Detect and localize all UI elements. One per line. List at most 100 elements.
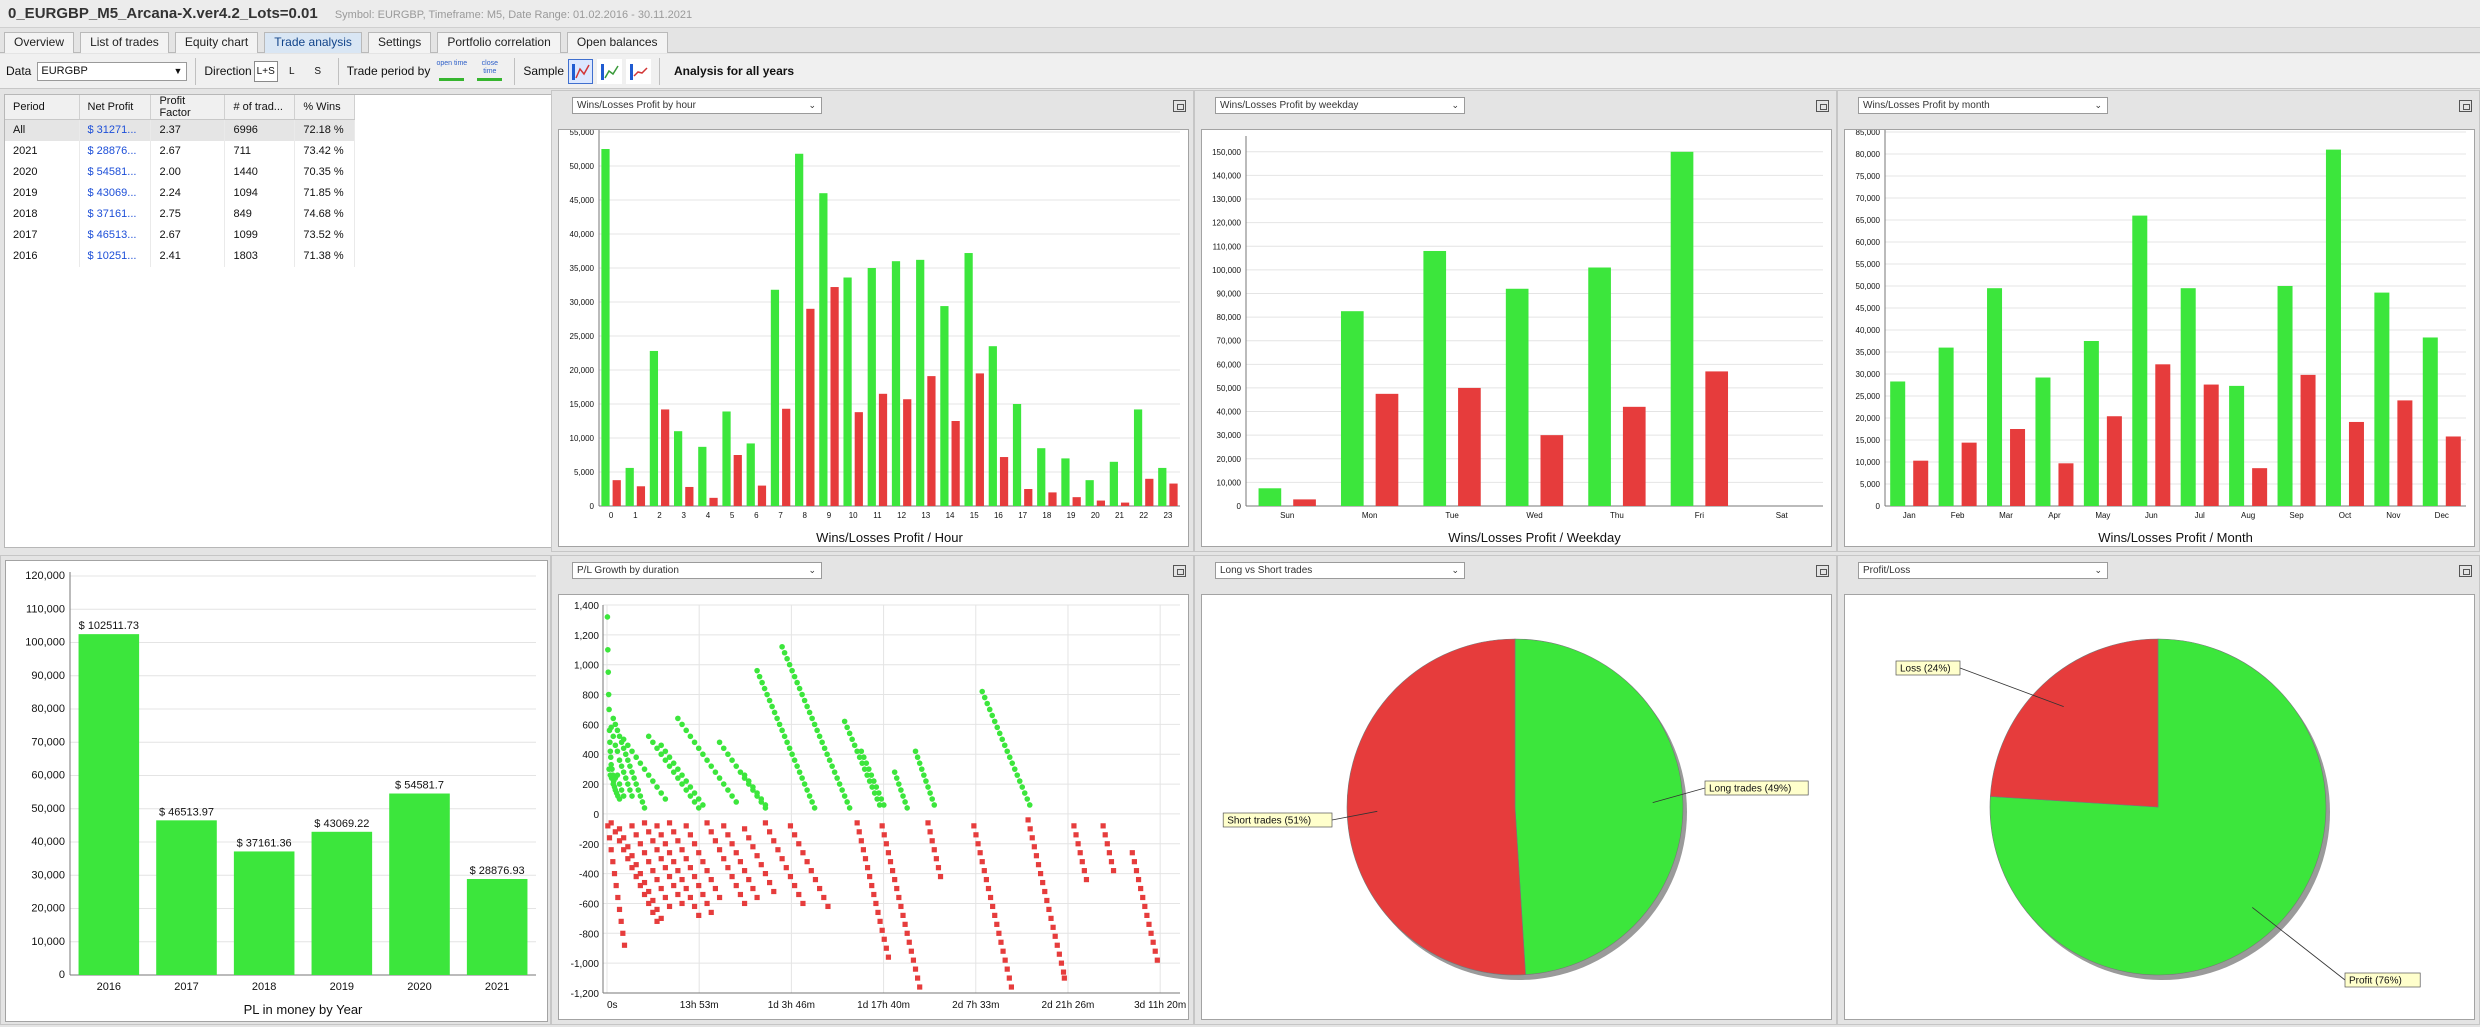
table-row[interactable]: 2020 $ 54581... 2.00 1440 70.35 % <box>5 161 355 183</box>
scatter-point-loss <box>641 850 648 856</box>
scatter-point-win <box>754 790 760 796</box>
open-time-button[interactable]: open time <box>435 59 468 84</box>
col-net-profit[interactable]: Net Profit <box>79 95 152 120</box>
data-label: $ 28876.93 <box>470 865 525 877</box>
y-tick-label: 25,000 <box>1856 392 1881 401</box>
bar <box>999 457 1009 506</box>
scatter-point-win <box>979 688 986 695</box>
scatter-point-loss <box>906 939 912 945</box>
sample-in-icon[interactable] <box>597 58 623 84</box>
scatter-point-win <box>821 745 828 752</box>
scatter-point-loss <box>862 856 869 862</box>
scatter-point-loss <box>746 835 752 841</box>
scatter-point-loss <box>605 823 611 829</box>
scatter-point-win <box>881 802 887 808</box>
scatter-point-loss <box>1042 888 1048 895</box>
x-tick-label: 10 <box>849 511 858 520</box>
bar <box>1540 435 1564 506</box>
sample-out-icon[interactable] <box>626 58 652 84</box>
table-row[interactable]: 2019 $ 43069... 2.24 1094 71.85 % <box>5 182 355 204</box>
tab-overview[interactable]: Overview <box>4 32 75 53</box>
tab-list-of-trades[interactable]: List of trades <box>80 32 169 53</box>
chart-type-select[interactable]: P/L Growth by duration ⌄ <box>572 562 822 579</box>
tab-open-balances[interactable]: Open balances <box>566 32 668 53</box>
scatter-point-loss <box>1104 841 1110 847</box>
chart-type-select[interactable]: Long vs Short trades ⌄ <box>1215 562 1465 579</box>
x-tick-label: 4 <box>706 511 711 520</box>
maximize-icon[interactable] <box>1816 100 1829 112</box>
scatter-point-loss <box>796 841 802 847</box>
sample-all-glyph <box>572 63 590 80</box>
scatter-point-loss <box>996 930 1002 936</box>
scatter-point-loss <box>650 868 656 874</box>
scatter-point-win <box>801 781 808 787</box>
col-period[interactable]: Period <box>5 95 80 120</box>
scatter-point-win <box>794 763 800 769</box>
chart-type-select[interactable]: Wins/Losses Profit by month ⌄ <box>1858 97 2108 114</box>
direction-short-button[interactable]: S <box>314 65 322 77</box>
bar <box>2300 374 2316 506</box>
scatter-point-loss <box>741 900 748 907</box>
scatter-point-loss <box>704 868 710 874</box>
bar <box>1012 404 1022 506</box>
open-time-label: open time <box>436 59 468 67</box>
scatter-point-loss <box>679 876 685 883</box>
scatter-point-win <box>691 739 698 746</box>
scatter-point-win <box>704 757 710 763</box>
table-row[interactable]: All $ 31271... 2.37 6996 72.18 % <box>5 119 355 141</box>
scatter-point-loss <box>775 847 781 853</box>
scatter-point-win <box>916 760 923 766</box>
scatter-point-win <box>791 757 798 763</box>
scatter-point-loss <box>1144 912 1150 918</box>
table-row[interactable]: 2018 $ 37161... 2.75 849 74.68 % <box>5 203 355 225</box>
col-pct-wins[interactable]: % Wins <box>294 95 355 120</box>
chart-type-select[interactable]: Wins/Losses Profit by weekday ⌄ <box>1215 97 1465 114</box>
direction-long-button[interactable]: L <box>288 65 295 77</box>
scatter-point-win <box>622 751 629 758</box>
scatter-point-win <box>806 709 813 716</box>
col-trades[interactable]: # of trad... <box>224 95 296 120</box>
col-profit-factor[interactable]: Profit Factor <box>150 95 226 120</box>
tab-settings[interactable]: Settings <box>367 32 432 53</box>
table-row[interactable]: 2021 $ 28876... 2.67 711 73.42 % <box>5 140 355 162</box>
bar <box>878 393 888 506</box>
scatter-point-win <box>878 796 885 802</box>
data-select[interactable]: EURGBP ▼ <box>37 61 188 81</box>
bar <box>1505 288 1529 506</box>
tab-portfolio-correlation[interactable]: Portfolio correlation <box>437 32 561 53</box>
maximize-icon[interactable] <box>2459 100 2472 112</box>
table-row[interactable]: 2017 $ 46513... 2.67 1099 73.52 % <box>5 224 355 246</box>
scatter-point-loss <box>646 900 652 907</box>
chart-type-select[interactable]: Profit/Loss ⌄ <box>1858 562 2108 579</box>
scatter-point-loss <box>704 820 710 826</box>
scatter-point-win <box>766 697 773 704</box>
x-tick-label: Jun <box>2145 511 2158 520</box>
scatter-point-loss <box>887 859 894 865</box>
maximize-icon[interactable] <box>1173 565 1186 577</box>
scatter-point-win <box>796 769 803 775</box>
bar <box>2445 436 2461 506</box>
y-tick-label: 110,000 <box>26 603 65 615</box>
scatter-point-win <box>804 787 810 793</box>
scatter-point-win <box>902 799 908 805</box>
maximize-icon[interactable] <box>2459 565 2472 577</box>
pie-leader-line <box>1652 787 1706 804</box>
y-tick-label: 20,000 <box>31 903 65 915</box>
scatter-point-win <box>606 706 612 713</box>
bar <box>2374 292 2390 506</box>
scatter-point-loss <box>633 832 639 838</box>
table-row[interactable]: 2016 $ 10251... 2.41 1803 71.38 % <box>5 245 355 267</box>
profitloss-chart-panel: Profit/Loss ⌄ Profit (76%) Loss (24%) <box>1837 555 2480 1025</box>
tab-equity-chart[interactable]: Equity chart <box>174 32 259 53</box>
tab-trade-analysis[interactable]: Trade analysis <box>264 32 362 53</box>
chart-type-select[interactable]: Wins/Losses Profit by hour ⌄ <box>572 97 822 114</box>
longshort-pie-chart: Long trades (49%) Short trades (51%) <box>1222 638 1809 980</box>
scatter-point-loss <box>729 841 735 847</box>
direction-both-button[interactable]: L+S <box>253 60 278 82</box>
scatter-point-loss <box>687 894 693 901</box>
maximize-icon[interactable] <box>1173 100 1186 112</box>
maximize-icon[interactable] <box>1816 565 1829 577</box>
sample-all-icon[interactable] <box>568 58 594 84</box>
scatter-point-win <box>786 745 793 752</box>
close-time-button[interactable]: close time <box>473 59 506 84</box>
